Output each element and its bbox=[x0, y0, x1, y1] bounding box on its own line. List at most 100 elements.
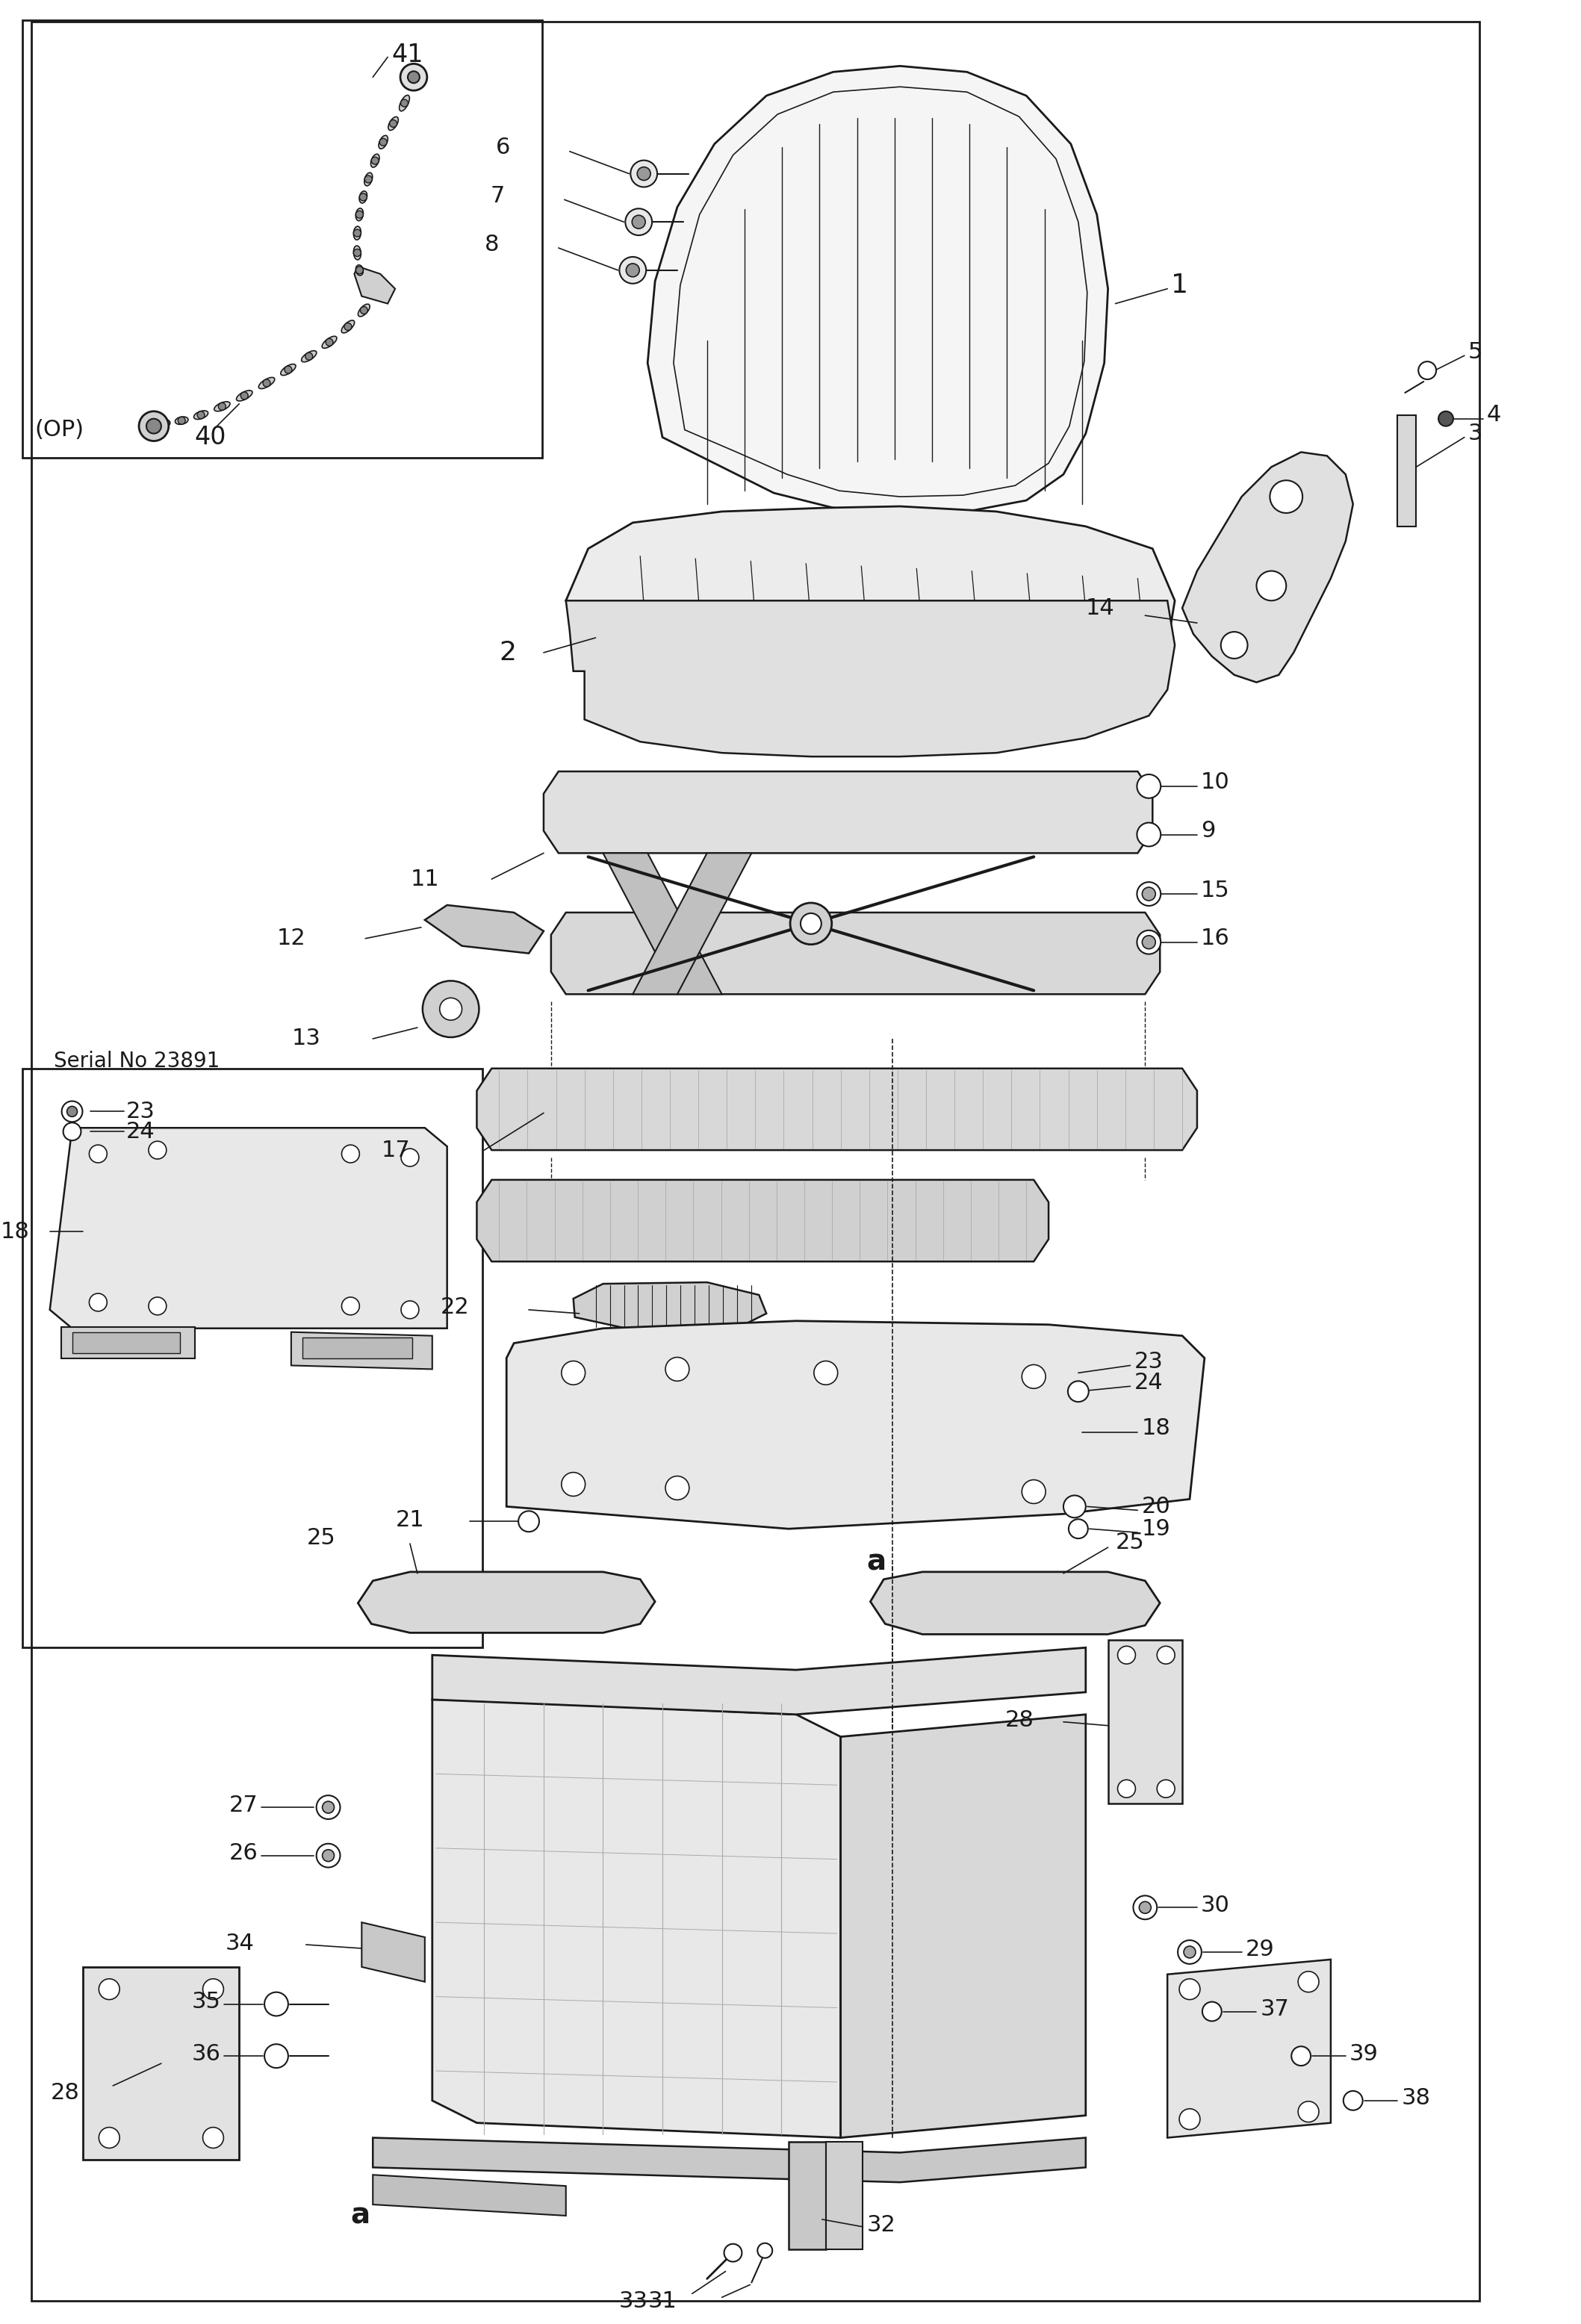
Text: 12: 12 bbox=[277, 927, 307, 948]
Polygon shape bbox=[477, 1181, 1048, 1262]
Circle shape bbox=[666, 1357, 689, 1380]
Polygon shape bbox=[362, 1922, 425, 1982]
Circle shape bbox=[285, 365, 292, 374]
Circle shape bbox=[1137, 930, 1160, 955]
Text: 28: 28 bbox=[51, 2082, 79, 2103]
Text: 17: 17 bbox=[381, 1139, 409, 1162]
Circle shape bbox=[1137, 883, 1160, 906]
Text: 18: 18 bbox=[0, 1220, 30, 1243]
Circle shape bbox=[1292, 2047, 1311, 2066]
Circle shape bbox=[626, 263, 639, 277]
Circle shape bbox=[1140, 1901, 1151, 1913]
Polygon shape bbox=[1167, 1959, 1331, 2138]
Text: 2: 2 bbox=[500, 639, 517, 665]
Circle shape bbox=[323, 1801, 334, 1813]
Circle shape bbox=[1141, 937, 1156, 948]
Polygon shape bbox=[291, 1332, 432, 1369]
Circle shape bbox=[620, 258, 647, 284]
Text: 31: 31 bbox=[648, 2289, 677, 2312]
Ellipse shape bbox=[281, 365, 296, 376]
Text: 40: 40 bbox=[194, 425, 226, 449]
Ellipse shape bbox=[194, 411, 209, 418]
Circle shape bbox=[341, 1146, 359, 1162]
Ellipse shape bbox=[389, 116, 398, 130]
Circle shape bbox=[365, 177, 372, 184]
Circle shape bbox=[316, 1843, 340, 1868]
Text: 18: 18 bbox=[1141, 1418, 1170, 1439]
Circle shape bbox=[422, 981, 479, 1037]
Circle shape bbox=[1067, 1380, 1089, 1401]
Circle shape bbox=[1270, 481, 1303, 514]
Circle shape bbox=[198, 411, 204, 418]
Circle shape bbox=[360, 307, 368, 314]
Circle shape bbox=[400, 63, 427, 91]
Circle shape bbox=[814, 1362, 838, 1385]
Text: 4: 4 bbox=[1486, 404, 1502, 425]
Circle shape bbox=[161, 418, 169, 428]
Circle shape bbox=[561, 1473, 585, 1497]
Ellipse shape bbox=[364, 172, 373, 186]
Ellipse shape bbox=[341, 321, 354, 332]
Circle shape bbox=[1298, 1971, 1319, 1992]
Text: 6: 6 bbox=[496, 137, 511, 158]
Circle shape bbox=[1418, 363, 1436, 379]
Circle shape bbox=[345, 323, 351, 330]
Text: 39: 39 bbox=[1349, 2043, 1379, 2064]
Ellipse shape bbox=[160, 418, 171, 428]
Text: 7: 7 bbox=[490, 186, 504, 207]
Circle shape bbox=[1141, 888, 1156, 902]
Text: 24: 24 bbox=[126, 1120, 155, 1143]
Ellipse shape bbox=[400, 95, 409, 112]
Circle shape bbox=[519, 1511, 539, 1532]
Polygon shape bbox=[432, 1648, 1086, 1715]
Circle shape bbox=[354, 230, 360, 237]
Polygon shape bbox=[1108, 1641, 1183, 1803]
Text: a: a bbox=[351, 2201, 370, 2229]
Ellipse shape bbox=[357, 304, 370, 316]
Polygon shape bbox=[477, 1069, 1197, 1150]
Text: 19: 19 bbox=[1141, 1518, 1170, 1538]
Circle shape bbox=[149, 1297, 166, 1315]
Circle shape bbox=[1257, 572, 1287, 600]
Circle shape bbox=[356, 267, 364, 274]
Ellipse shape bbox=[213, 402, 229, 411]
Circle shape bbox=[666, 1476, 689, 1499]
Text: 14: 14 bbox=[1086, 597, 1115, 618]
Polygon shape bbox=[566, 600, 1175, 758]
Text: 38: 38 bbox=[1401, 2087, 1431, 2110]
Bar bbox=[302, 1336, 413, 1357]
Circle shape bbox=[323, 1850, 334, 1862]
Text: 36: 36 bbox=[191, 2043, 221, 2064]
Ellipse shape bbox=[323, 337, 337, 349]
Bar bbox=[22, 1069, 482, 1648]
Circle shape bbox=[1178, 1941, 1202, 1964]
Circle shape bbox=[218, 402, 226, 409]
Polygon shape bbox=[544, 772, 1153, 853]
Circle shape bbox=[637, 167, 650, 181]
Polygon shape bbox=[506, 1320, 1205, 1529]
Polygon shape bbox=[648, 65, 1108, 514]
Text: 1: 1 bbox=[1172, 272, 1189, 297]
Polygon shape bbox=[1398, 416, 1417, 525]
Polygon shape bbox=[373, 2175, 566, 2215]
Circle shape bbox=[631, 160, 658, 186]
Ellipse shape bbox=[359, 191, 367, 202]
Ellipse shape bbox=[372, 153, 379, 167]
Text: 5: 5 bbox=[1469, 342, 1483, 363]
Text: 15: 15 bbox=[1202, 878, 1230, 902]
Circle shape bbox=[400, 100, 408, 107]
Circle shape bbox=[305, 353, 313, 360]
Circle shape bbox=[1298, 2101, 1319, 2122]
Polygon shape bbox=[841, 1715, 1086, 2138]
Polygon shape bbox=[357, 1571, 655, 1634]
Circle shape bbox=[561, 1362, 585, 1385]
Text: 28: 28 bbox=[1004, 1710, 1034, 1731]
Circle shape bbox=[202, 1978, 223, 1999]
Text: 33: 33 bbox=[618, 2289, 648, 2312]
Ellipse shape bbox=[354, 225, 360, 239]
Polygon shape bbox=[425, 904, 544, 953]
Polygon shape bbox=[871, 1571, 1160, 1634]
Circle shape bbox=[632, 216, 645, 228]
Polygon shape bbox=[825, 2140, 863, 2250]
Circle shape bbox=[440, 997, 462, 1020]
